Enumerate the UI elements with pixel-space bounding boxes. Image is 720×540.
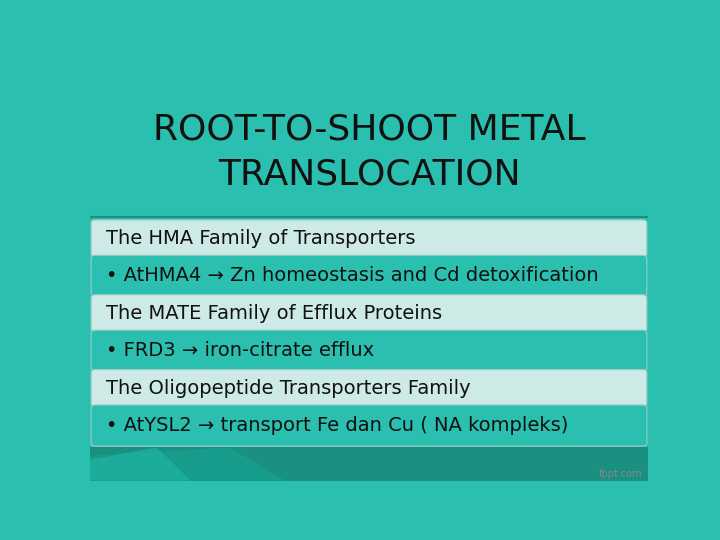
Text: • AtYSL2 → transport Fe dan Cu ( NA kompleks): • AtYSL2 → transport Fe dan Cu ( NA komp… xyxy=(106,416,568,435)
FancyBboxPatch shape xyxy=(91,255,647,296)
Text: The MATE Family of Efflux Proteins: The MATE Family of Efflux Proteins xyxy=(106,304,442,323)
Text: TRANSLOCATION: TRANSLOCATION xyxy=(217,158,521,192)
FancyBboxPatch shape xyxy=(91,330,647,371)
Bar xyxy=(90,447,648,481)
FancyBboxPatch shape xyxy=(91,220,647,257)
FancyBboxPatch shape xyxy=(91,295,647,332)
Text: The HMA Family of Transporters: The HMA Family of Transporters xyxy=(106,229,415,248)
Text: fppt.com: fppt.com xyxy=(599,469,642,478)
Text: • FRD3 → iron-citrate efflux: • FRD3 → iron-citrate efflux xyxy=(106,341,374,360)
Polygon shape xyxy=(90,447,190,481)
Text: The Oligopeptide Transporters Family: The Oligopeptide Transporters Family xyxy=(106,379,470,397)
Text: ROOT-TO-SHOOT METAL: ROOT-TO-SHOOT METAL xyxy=(153,112,585,146)
Text: • AtHMA4 → Zn homeostasis and Cd detoxification: • AtHMA4 → Zn homeostasis and Cd detoxif… xyxy=(106,266,598,285)
FancyBboxPatch shape xyxy=(91,405,647,446)
Polygon shape xyxy=(90,447,285,481)
FancyBboxPatch shape xyxy=(91,369,647,407)
